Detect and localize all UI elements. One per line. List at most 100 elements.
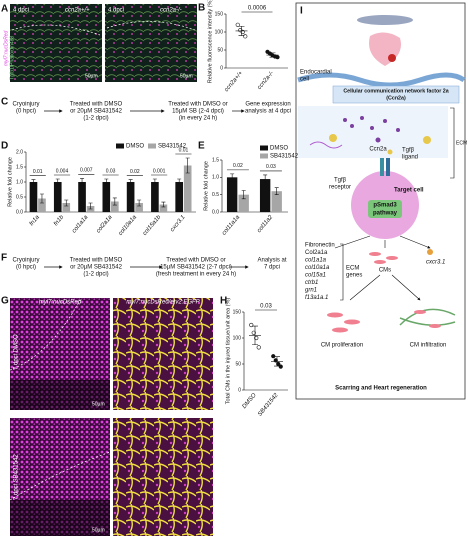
infiltration-cells <box>414 310 441 328</box>
timeline-text: (in every 24 h) <box>179 116 217 122</box>
bar <box>135 203 143 212</box>
injury-border <box>106 21 196 31</box>
genotype: ccn2a+/+ <box>65 8 90 14</box>
x-tick-label: col10a1a <box>118 214 139 237</box>
x-tick-label: fn1a <box>29 214 42 227</box>
receptor <box>386 158 390 176</box>
error-bar <box>263 174 268 184</box>
p-value: 0.03 <box>266 164 276 170</box>
y-axis-label: Total CMs in the injured tissue/unit are… <box>225 298 231 405</box>
error-bar <box>88 202 93 210</box>
error-bar <box>55 178 60 186</box>
gene: col1a1a <box>305 258 327 264</box>
tgfb-ligand <box>329 134 431 155</box>
p-value: 0.0006 <box>248 6 267 12</box>
timeline-text: Cryoinjury <box>12 258 39 264</box>
timeline-text: analysis at 4 dpci <box>245 109 291 115</box>
factor-box <box>332 85 460 104</box>
label: CM infiltration <box>410 343 447 349</box>
label: Target cell <box>394 188 424 194</box>
error-bar <box>112 197 117 206</box>
bar <box>259 179 271 212</box>
error-bar <box>230 173 235 182</box>
panel-label: G <box>1 296 9 307</box>
arrow <box>349 274 420 300</box>
error-bar <box>104 178 109 186</box>
data-point <box>243 34 248 39</box>
label: cell <box>300 77 309 83</box>
error-bar <box>274 187 279 195</box>
gene: ctrb1 <box>305 280 318 286</box>
x-tick-label: DMSO <box>242 392 258 410</box>
error-bar <box>161 201 166 208</box>
p-value: 0.004 <box>56 168 69 174</box>
receptor <box>380 158 384 176</box>
bar <box>159 204 168 212</box>
label: ligand <box>402 155 418 161</box>
cardiomyocytes <box>369 252 398 264</box>
error-bar <box>269 52 276 58</box>
label: pathway <box>373 211 398 217</box>
label: genes <box>346 273 362 279</box>
scale-bar: 50µm <box>92 527 105 533</box>
label: Tgfβ <box>402 148 415 154</box>
panel-label: F <box>1 253 7 264</box>
genotype: ccn2a-/- <box>160 8 182 14</box>
micrograph <box>105 4 197 82</box>
scale-bar: 50µm <box>92 401 105 407</box>
panel-label: H <box>220 296 227 307</box>
timeline-text: (fresh treatment in every 24 h) <box>156 272 236 278</box>
x-tick-label: cxcr3.1 <box>170 214 187 233</box>
vessels <box>399 308 456 326</box>
error-bar <box>177 178 182 186</box>
gene: f13a1a.1 <box>305 295 328 301</box>
label: Scarring and Heart regeneration <box>335 386 427 392</box>
p-value: 0.03 <box>106 168 116 174</box>
bar <box>175 182 184 212</box>
label: pSmad3 <box>373 203 397 209</box>
timeline-text: Treated with DMSO <box>70 102 123 108</box>
bar <box>38 198 46 212</box>
y-axis-label: Relative fold change <box>203 161 209 211</box>
y-axis-label: Relative fluorescence intensity (%) <box>207 0 213 83</box>
cxcr-icon <box>427 249 433 255</box>
p-value: 0.001 <box>153 168 166 174</box>
error-bar <box>185 157 190 174</box>
stain-label: myl7:nucDsRed <box>3 30 9 66</box>
image-title: myl7:nucDsRed/etv2:EGFP <box>126 300 199 306</box>
error-bar <box>39 193 44 204</box>
y-tick-label: 1.0 <box>212 175 219 181</box>
y-tick-label: 150 <box>233 309 242 315</box>
error-bar <box>128 179 133 185</box>
error-bar <box>64 199 69 207</box>
timeline-text: 15µM SB (2-4 dpci) <box>172 109 224 115</box>
y-tick-label: 2.0 <box>16 149 23 155</box>
legend-swatch <box>148 143 156 149</box>
scale-bar: 50µm <box>180 73 193 79</box>
label: Tgfβ <box>334 178 347 184</box>
p-value: 0.03 <box>260 304 272 310</box>
y-tick-label: 50 <box>235 361 241 367</box>
y-tick-label: 1.5 <box>212 157 219 163</box>
label: cxcr3.1 <box>426 260 445 266</box>
pathway-box <box>368 200 402 218</box>
micrograph <box>10 4 102 82</box>
data-point <box>275 55 280 60</box>
y-tick-label: 0.0 <box>212 209 219 215</box>
x-tick-label: ccn2a-/- <box>257 70 276 90</box>
bracket <box>340 243 344 301</box>
x-tick-label: col11a2 <box>256 214 274 234</box>
arrow <box>334 235 430 248</box>
error-bar <box>31 179 36 185</box>
bar <box>183 165 192 212</box>
legend-swatch <box>116 143 124 149</box>
zebrafish <box>357 15 413 25</box>
stage: 4 dpci <box>108 8 124 14</box>
y-tick-label: 150 <box>215 11 224 17</box>
timeline-text: 7 dpci <box>264 265 280 271</box>
label: CMs <box>379 268 391 274</box>
data-point <box>235 22 240 27</box>
